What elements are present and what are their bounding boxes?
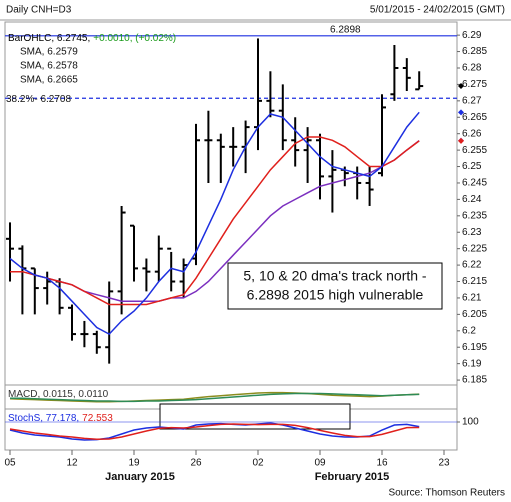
y-tick-label: 6.2	[462, 325, 476, 336]
y-tick-label: 6.245	[462, 178, 487, 189]
series-line	[9, 423, 420, 440]
legend-entry: SMA, 6.2579	[20, 47, 78, 58]
y-tick-label: 6.195	[462, 342, 487, 353]
y-tick-label: 6.19	[462, 358, 482, 369]
y-tick-label: 6.22	[462, 260, 482, 271]
month-label: February 2015	[315, 471, 390, 483]
y-tick-label: 6.235	[462, 210, 487, 221]
y-tick-label: 6.29	[462, 30, 482, 41]
y-tick-label: 6.185	[462, 375, 487, 386]
y-tick-label: 6.275	[462, 79, 487, 90]
header-left: Daily CNH=D3	[6, 5, 72, 16]
y-tick-label: 6.28	[462, 63, 482, 74]
x-tick-label: 05	[4, 458, 16, 469]
y-tick-label: 6.205	[462, 309, 487, 320]
y-tick-label: 6.255	[462, 145, 487, 156]
x-tick-label: 26	[190, 458, 202, 469]
legend-entry: SMA, 6.2665	[20, 75, 78, 86]
y-tick-label: 6.25	[462, 161, 482, 172]
reference-label: 38.2%- 6.2708	[6, 94, 71, 105]
series-line	[47, 140, 420, 302]
last-value-marker	[458, 83, 464, 90]
header-right: 5/01/2015 - 24/02/2015 (GMT)	[370, 5, 505, 16]
y-tick-label: 6.27	[462, 95, 482, 106]
plot-frame	[4, 21, 458, 451]
annotation: 6.2898 2015 high vulnerable	[247, 287, 424, 303]
y-tick-label: 100	[462, 417, 479, 428]
annotation: 5, 10 & 20 dma's track north -	[243, 268, 427, 284]
legend-part: BarOHLC, 6.2745,	[8, 33, 90, 44]
reference-label: 6.2898	[330, 24, 361, 35]
y-tick-label: 6.225	[462, 243, 487, 254]
last-value-marker	[458, 109, 464, 116]
x-tick-label: 23	[438, 458, 450, 469]
y-tick-label: 6.24	[462, 194, 482, 205]
month-label: January 2015	[105, 471, 175, 483]
legend-entry: MACD, 0.0115, 0.0110	[8, 389, 109, 400]
legend-entry: StochS, 77.178, 72.553	[8, 413, 113, 424]
y-tick-label: 6.23	[462, 227, 482, 238]
legend-part: StochS, 77.178,	[8, 413, 79, 424]
legend-part: MACD, 0.0115, 0.0110	[8, 389, 109, 400]
legend-part: 72.553	[82, 413, 113, 424]
y-tick-label: 6.26	[462, 128, 482, 139]
series-line	[9, 111, 420, 336]
x-tick-label: 19	[128, 458, 140, 469]
annotation-box	[227, 262, 443, 310]
y-tick-label: 6.265	[462, 112, 487, 123]
x-tick-label: 12	[66, 458, 78, 469]
x-tick-label: 02	[252, 458, 264, 469]
last-value-marker	[458, 137, 464, 144]
source: Source: Thomson Reuters	[388, 488, 505, 499]
series-line	[10, 136, 420, 306]
series-line	[9, 391, 420, 403]
y-tick-label: 6.285	[462, 46, 487, 57]
y-tick-label: 6.21	[462, 293, 482, 304]
series-line	[9, 422, 420, 441]
x-tick-label: 16	[376, 458, 388, 469]
x-tick-label: 09	[314, 458, 326, 469]
y-tick-label: 6.215	[462, 276, 487, 287]
series-line	[10, 392, 420, 403]
legend-entry: BarOHLC, 6.2745, +0.0010, (+0.02%)	[8, 33, 176, 44]
legend-part: +0.0010, (+0.02%)	[93, 33, 176, 44]
legend-entry: SMA, 6.2578	[20, 61, 78, 72]
